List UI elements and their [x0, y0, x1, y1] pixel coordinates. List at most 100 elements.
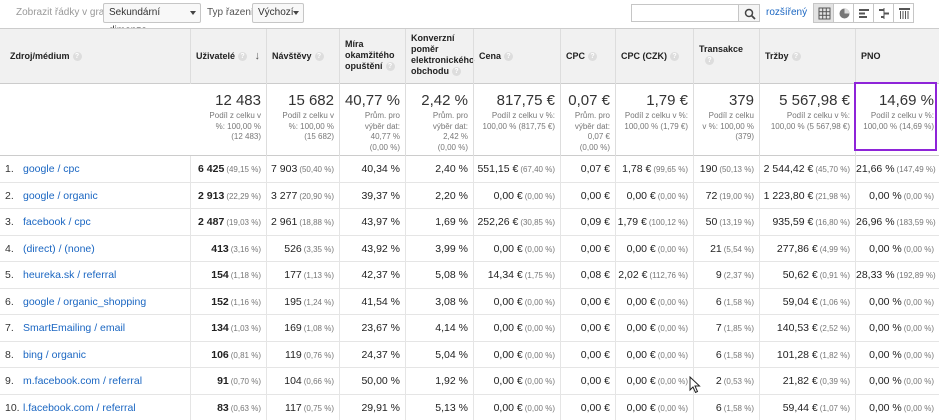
column-header-cpc[interactable]: CPC? — [560, 29, 615, 84]
cell-cpc-czk: 0,00 € (0,00 %) — [615, 341, 693, 368]
cell-value: 6 — [715, 295, 722, 308]
cell-sessions: 117 (0,75 %) — [266, 394, 339, 420]
help-icon[interactable]: ? — [670, 52, 679, 62]
pie-view-button[interactable] — [833, 3, 854, 23]
pivot-view-button[interactable] — [893, 3, 914, 23]
table-row: 2. google / organic 2 913 (22,29 %) 3 277 (20… — [0, 182, 939, 209]
cell-value: 0,00 € — [626, 242, 656, 255]
cell-percent: (0,00 %) — [524, 191, 555, 201]
column-header-source[interactable]: Zdroj/médium? — [0, 29, 190, 84]
column-header-users[interactable]: Uživatelé? ↓ — [190, 29, 266, 84]
source-medium-link[interactable]: bing / organic — [23, 348, 87, 361]
totals-transactions-value: 379 — [728, 92, 754, 109]
source-medium-link[interactable]: google / cpc — [23, 163, 80, 175]
cell-value: 0,00 € — [493, 295, 523, 308]
cell-percent: (30,85 %) — [520, 218, 555, 227]
secondary-dimension-select[interactable]: Sekundární dimenze — [103, 3, 201, 36]
column-header-revenue[interactable]: Tržby? — [759, 29, 855, 84]
column-header-conversion[interactable]: Konverzní poměr elektronického obchodu? — [405, 29, 475, 84]
help-icon[interactable]: ? — [72, 52, 82, 62]
source-medium-link[interactable]: (direct) / (none) — [23, 242, 95, 255]
totals-note: (0,00 %) — [369, 142, 400, 152]
totals-note: 100,00 % (5 567,98 €) — [770, 121, 850, 131]
cell-percent: (19,03 %) — [226, 218, 261, 227]
help-icon[interactable]: ? — [314, 52, 324, 62]
cell-sessions: 119 (0,76 %) — [266, 341, 339, 368]
column-header-pno[interactable]: PNO — [855, 29, 939, 84]
table-view-button[interactable] — [813, 3, 834, 23]
column-header-bounce[interactable]: Míra okamžitého opuštění? — [339, 29, 405, 84]
sort-type-select[interactable]: Výchozí — [252, 3, 304, 23]
cell-conversion: 4,14 % — [405, 315, 473, 341]
cell-cost: 252,26 € (30,85 %) — [473, 209, 560, 235]
source-medium-link[interactable]: facebook / cpc — [23, 216, 91, 228]
cell-cost: 0,00 € (0,00 %) — [473, 182, 560, 209]
cell-percent: (147,49 %) — [896, 165, 936, 174]
cell-pno: 0,00 % (0,00 %) — [855, 315, 939, 341]
source-medium-link[interactable]: SmartEmailing / email — [23, 322, 126, 334]
cell-value: 0,00 € — [580, 375, 610, 387]
cell-value: 2,20 % — [435, 189, 468, 202]
cell-value: 0,00 € — [580, 242, 610, 255]
cell-percent: (21,98 %) — [815, 191, 850, 201]
totals-note: (12 483) — [231, 132, 261, 141]
cell-revenue: 1 223,80 € (21,98 %) — [759, 182, 855, 209]
plot-rows-button[interactable]: Zobrazit řádky v grafu — [16, 7, 113, 18]
totals-note: 100,00 % (1,79 €) — [624, 121, 688, 131]
pie-chart-icon — [839, 8, 850, 19]
table-search-input[interactable] — [631, 4, 739, 22]
cell-percent: (0,00 %) — [657, 324, 688, 333]
help-icon[interactable]: ? — [452, 67, 461, 77]
cell-source: 1. google / cpc — [0, 156, 190, 182]
cell-users: 2 487 (19,03 %) — [190, 209, 266, 235]
help-icon[interactable]: ? — [791, 52, 801, 62]
cell-percent: (3,16 %) — [230, 244, 261, 254]
cell-source: 10. l.facebook.com / referral — [0, 395, 190, 420]
help-icon[interactable]: ? — [705, 56, 714, 66]
source-medium-link[interactable]: m.facebook.com / referral — [23, 375, 143, 387]
cell-sessions: 169 (1,08 %) — [266, 315, 339, 341]
column-header-cpc-czk[interactable]: CPC (CZK)? — [615, 29, 693, 84]
cell-percent: (0,00 %) — [524, 350, 555, 360]
help-icon[interactable]: ? — [504, 52, 514, 62]
source-medium-link[interactable]: l.facebook.com / referral — [23, 401, 136, 414]
cell-value: 117 — [285, 401, 302, 414]
sort-type-value: Výchozí — [258, 7, 294, 18]
comparison-view-button[interactable] — [873, 3, 894, 23]
cell-value: 59,04 € — [782, 295, 818, 308]
performance-view-button[interactable] — [853, 3, 874, 23]
cell-value: 0,00 € — [626, 189, 656, 202]
advanced-filter-link[interactable]: rozšířený — [766, 7, 808, 18]
cell-value: 23,67 % — [361, 322, 400, 334]
cell-users: 154 (1,18 %) — [190, 262, 266, 288]
help-icon[interactable]: ? — [238, 52, 248, 62]
search-button[interactable] — [738, 4, 760, 22]
column-header-transactions[interactable]: Transakce? — [693, 29, 759, 84]
report-toolbar: Zobrazit řádky v grafu Sekundární dimenz… — [0, 0, 939, 36]
comparison-icon — [879, 8, 889, 19]
cell-percent: (22,29 %) — [226, 191, 261, 201]
cell-revenue: 101,28 € (1,82 %) — [759, 341, 855, 368]
cell-percent: (0,00 %) — [657, 377, 688, 386]
column-header-cost[interactable]: Cena? — [473, 29, 560, 84]
help-icon[interactable]: ? — [588, 52, 598, 62]
totals-pno-value: 14,69 % — [878, 92, 934, 109]
cell-conversion: 3,08 % — [405, 288, 473, 315]
cell-conversion: 2,40 % — [405, 156, 473, 182]
cell-value: 5,13 % — [435, 401, 468, 414]
help-icon[interactable]: ? — [385, 62, 395, 72]
cell-value: 106 — [211, 348, 229, 361]
totals-note: 2,42 % — [443, 132, 468, 141]
cell-percent: (0,00 %) — [903, 244, 934, 254]
cell-percent: (1,75 %) — [524, 271, 555, 280]
source-medium-link[interactable]: heureka.sk / referral — [23, 269, 117, 281]
cell-percent: (0,39 %) — [819, 377, 850, 386]
cell-value: 0,00 € — [493, 189, 523, 202]
source-medium-link[interactable]: google / organic_shopping — [23, 295, 147, 308]
source-medium-link[interactable]: google / organic — [23, 189, 98, 202]
cell-users: 106 (0,81 %) — [190, 341, 266, 368]
cell-value: 2 — [715, 375, 722, 387]
cell-sessions: 3 277 (20,90 %) — [266, 182, 339, 209]
column-header-sessions[interactable]: Návštěvy? — [266, 29, 339, 84]
cell-percent: (1,03 %) — [230, 324, 261, 333]
